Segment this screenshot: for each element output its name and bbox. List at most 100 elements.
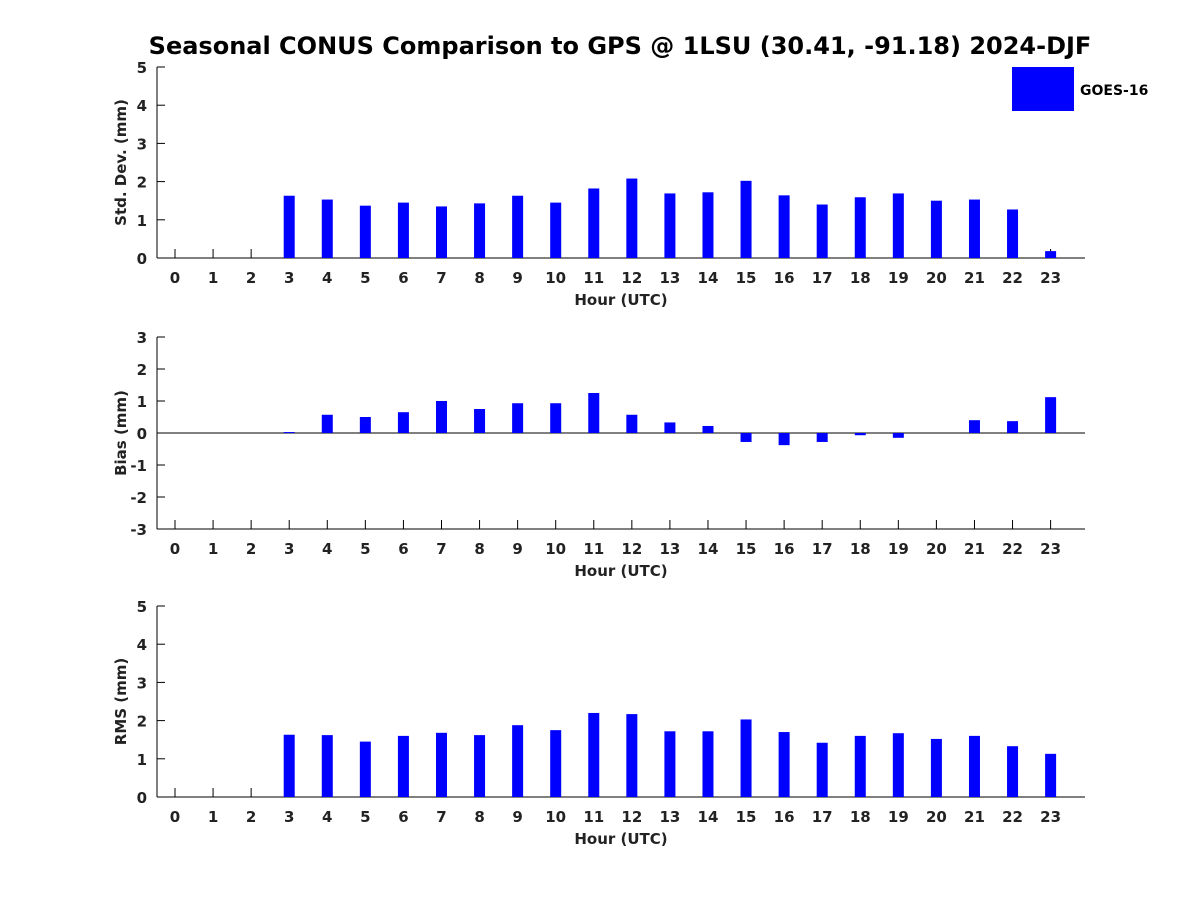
x-tick-label: 3 bbox=[284, 540, 294, 558]
bar-hour-12 bbox=[626, 178, 638, 258]
x-tick-label: 6 bbox=[398, 540, 408, 558]
x-tick-label: 23 bbox=[1040, 540, 1061, 558]
bar-hour-15 bbox=[740, 719, 752, 797]
bar-hour-4 bbox=[321, 735, 333, 797]
bar-hour-10 bbox=[550, 202, 562, 258]
bar-hour-14 bbox=[702, 425, 714, 433]
y-tick-label: 5 bbox=[137, 59, 147, 77]
bar-hour-16 bbox=[778, 732, 790, 797]
bar-hour-13 bbox=[664, 731, 676, 797]
x-tick-label: 22 bbox=[1002, 808, 1023, 826]
bar-hour-6 bbox=[397, 202, 409, 258]
bar-hour-23 bbox=[1045, 251, 1057, 258]
bar-hour-5 bbox=[359, 205, 371, 258]
x-tick-label: 20 bbox=[926, 540, 947, 558]
bar-hour-9 bbox=[512, 403, 524, 433]
bar-hour-18 bbox=[854, 197, 866, 258]
bar-hour-14 bbox=[702, 731, 714, 797]
x-tick-label: 16 bbox=[774, 269, 795, 287]
bar-hour-11 bbox=[588, 393, 600, 433]
y-tick-label: -2 bbox=[130, 489, 147, 507]
y-tick-label: 3 bbox=[137, 329, 147, 347]
bar-hour-11 bbox=[588, 712, 600, 797]
bar-hour-9 bbox=[512, 725, 524, 797]
bar-hour-7 bbox=[435, 206, 447, 258]
bar-hour-20 bbox=[930, 738, 942, 797]
x-tick-label: 15 bbox=[736, 269, 757, 287]
x-tick-label: 10 bbox=[545, 269, 566, 287]
y-tick-label: 1 bbox=[137, 212, 147, 230]
bar-hour-21 bbox=[968, 735, 980, 797]
x-tick-label: 9 bbox=[512, 269, 522, 287]
x-tick-label: 5 bbox=[360, 540, 370, 558]
bar-hour-9 bbox=[512, 195, 524, 258]
bar-hour-16 bbox=[778, 433, 790, 446]
x-tick-label: 1 bbox=[208, 808, 218, 826]
x-tick-label: 10 bbox=[545, 540, 566, 558]
x-tick-label: 1 bbox=[208, 269, 218, 287]
x-tick-label: 13 bbox=[659, 540, 680, 558]
bar-hour-15 bbox=[740, 433, 752, 442]
x-axis-label: Hour (UTC) bbox=[574, 830, 667, 848]
x-tick-label: 11 bbox=[583, 540, 604, 558]
x-tick-label: 21 bbox=[964, 808, 985, 826]
x-tick-label: 14 bbox=[698, 269, 719, 287]
y-tick-label: 0 bbox=[137, 250, 147, 268]
y-tick-label: 4 bbox=[137, 97, 147, 115]
x-tick-label: 15 bbox=[736, 808, 757, 826]
bar-hour-5 bbox=[359, 417, 371, 433]
y-tick-label: 5 bbox=[137, 598, 147, 616]
x-tick-label: 19 bbox=[888, 540, 909, 558]
x-tick-label: 22 bbox=[1002, 540, 1023, 558]
x-tick-label: 4 bbox=[322, 808, 332, 826]
chart-title: Seasonal CONUS Comparison to GPS @ 1LSU … bbox=[149, 32, 1092, 60]
legend-label-goes-16: GOES-16 bbox=[1080, 83, 1148, 99]
x-tick-label: 12 bbox=[621, 808, 642, 826]
x-tick-label: 21 bbox=[964, 269, 985, 287]
bar-hour-14 bbox=[702, 192, 714, 258]
x-tick-label: 10 bbox=[545, 808, 566, 826]
bar-hour-19 bbox=[892, 733, 904, 797]
bar-hour-23 bbox=[1045, 753, 1057, 797]
x-tick-label: 23 bbox=[1040, 269, 1061, 287]
legend-swatch-goes-16 bbox=[1012, 67, 1074, 111]
bar-hour-21 bbox=[968, 420, 980, 433]
bar-hour-8 bbox=[474, 203, 486, 258]
bar-hour-16 bbox=[778, 195, 790, 258]
y-tick-label: 2 bbox=[137, 174, 147, 192]
y-tick-label: 0 bbox=[137, 789, 147, 807]
bar-hour-13 bbox=[664, 422, 676, 433]
bar-hour-10 bbox=[550, 403, 562, 433]
y-tick-label: 1 bbox=[137, 393, 147, 411]
y-tick-label: 2 bbox=[137, 361, 147, 379]
x-tick-label: 2 bbox=[246, 540, 256, 558]
x-tick-label: 18 bbox=[850, 269, 871, 287]
bar-hour-8 bbox=[474, 409, 486, 433]
y-axis-label: Std. Dev. (mm) bbox=[112, 99, 130, 226]
x-tick-label: 14 bbox=[698, 808, 719, 826]
x-tick-label: 13 bbox=[659, 808, 680, 826]
bar-hour-19 bbox=[892, 193, 904, 258]
x-tick-label: 4 bbox=[322, 540, 332, 558]
bar-hour-4 bbox=[321, 414, 333, 433]
x-tick-label: 17 bbox=[812, 808, 833, 826]
x-tick-label: 20 bbox=[926, 269, 947, 287]
x-tick-label: 8 bbox=[474, 540, 484, 558]
bar-hour-3 bbox=[283, 432, 295, 434]
x-tick-label: 22 bbox=[1002, 269, 1023, 287]
bar-hour-18 bbox=[854, 735, 866, 797]
x-tick-label: 6 bbox=[398, 808, 408, 826]
bar-hour-8 bbox=[474, 735, 486, 797]
x-tick-label: 14 bbox=[698, 540, 719, 558]
bar-hour-22 bbox=[1007, 209, 1019, 258]
bar-hour-11 bbox=[588, 188, 600, 258]
legend: GOES-16 bbox=[1012, 67, 1148, 111]
x-tick-label: 0 bbox=[170, 540, 180, 558]
bar-hour-21 bbox=[968, 199, 980, 258]
x-tick-label: 8 bbox=[474, 269, 484, 287]
bar-hour-17 bbox=[816, 742, 828, 797]
x-tick-label: 3 bbox=[284, 808, 294, 826]
